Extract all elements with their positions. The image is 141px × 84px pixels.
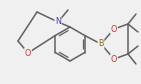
Text: O: O [111,55,117,64]
Text: B: B [98,39,104,48]
Text: O: O [111,25,117,34]
Text: O: O [25,48,31,58]
Text: N: N [55,17,61,26]
